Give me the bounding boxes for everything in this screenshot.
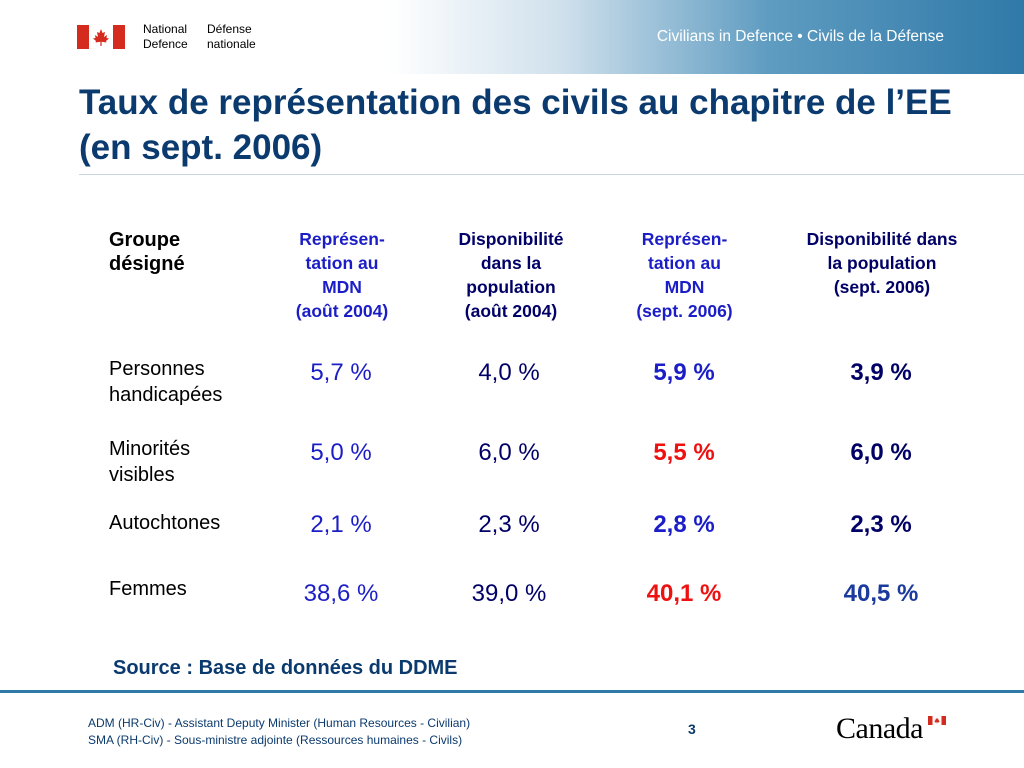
- table-cell: 2,1 %: [310, 511, 372, 538]
- header-banner: National Defence Défense nationale Civil…: [0, 0, 1024, 74]
- canada-wordmark: Canada: [836, 712, 923, 745]
- slide-title: Taux de représentation des civils au cha…: [79, 83, 952, 167]
- table-cell: 6,0 %: [478, 439, 540, 466]
- wordmark-flag-icon: [928, 716, 946, 725]
- page-number: 3: [688, 721, 696, 737]
- tagline: Civilians in Defence • Civils de la Défe…: [656, 28, 944, 45]
- table-cell: 5,5 %: [653, 439, 715, 466]
- header-group: Groupe désigné: [109, 229, 185, 275]
- row-label-handicapees: Personnes handicapées: [109, 358, 223, 406]
- table-cell: 40,5 %: [843, 580, 919, 607]
- footer-divider: [0, 690, 1024, 693]
- table-cell: 2,8 %: [653, 511, 715, 538]
- table-cell: 6,0 %: [850, 439, 912, 466]
- table-cell: 3,9 %: [850, 359, 912, 386]
- header-rep-2006: Représen- tation au MDN (sept. 2006): [636, 229, 733, 321]
- title-divider: [79, 174, 1024, 175]
- department-name-en: National Defence: [143, 22, 188, 51]
- header-rep-2004: Représen- tation au MDN (août 2004): [295, 229, 389, 321]
- row-label-minorites: Minorités visibles: [109, 438, 191, 486]
- header-avail-2004: Disponibilité dans la population (août 2…: [458, 229, 564, 321]
- source-note: Source : Base de données du DDME: [113, 657, 458, 679]
- canada-flag-icon: [77, 25, 125, 49]
- table-cell: 4,0 %: [478, 359, 540, 386]
- header-avail-2006: Disponibilité dans la population (sept. …: [806, 229, 958, 297]
- table-cell: 39,0 %: [471, 580, 547, 607]
- table-cell: 38,6 %: [303, 580, 379, 607]
- table-cell: 40,1 %: [646, 580, 722, 607]
- row-label-autochtones: Autochtones: [109, 512, 221, 534]
- row-label-femmes: Femmes: [109, 578, 187, 600]
- department-name-fr: Défense nationale: [207, 22, 256, 51]
- table-cell: 2,3 %: [478, 511, 540, 538]
- table-cell: 5,9 %: [653, 359, 715, 386]
- table-cell: 2,3 %: [850, 511, 912, 538]
- table-cell: 5,7 %: [310, 359, 372, 386]
- table-cell: 5,0 %: [310, 439, 372, 466]
- footer-note: ADM (HR-Civ) - Assistant Deputy Minister…: [88, 716, 471, 747]
